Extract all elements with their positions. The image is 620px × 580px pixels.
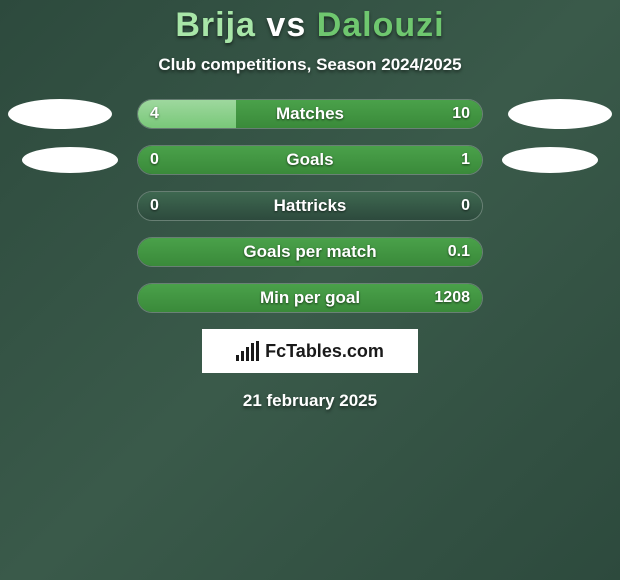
stat-bar-right-segment (138, 238, 482, 266)
logo-box: FcTables.com (202, 329, 418, 373)
team-badge-right (508, 99, 612, 129)
logo-bar-icon (236, 355, 239, 361)
subtitle: Club competitions, Season 2024/2025 (0, 55, 620, 75)
vs-text: vs (266, 6, 306, 44)
stat-row: Hattricks00 (0, 191, 620, 221)
comparison-title: Brija vs Dalouzi (0, 0, 620, 45)
stat-bar-right-segment (236, 100, 482, 128)
stat-bar: Goals per match0.1 (137, 237, 483, 267)
player1-name: Brija (175, 6, 256, 44)
stat-row: Min per goal1208 (0, 283, 620, 313)
stat-bar: Goals01 (137, 145, 483, 175)
logo-bars-icon (236, 341, 259, 361)
logo-text: FcTables.com (265, 341, 384, 362)
stat-row: Goals per match0.1 (0, 237, 620, 267)
date-text: 21 february 2025 (0, 391, 620, 411)
stat-bar: Min per goal1208 (137, 283, 483, 313)
stat-bar-left-segment (138, 100, 236, 128)
player2-name: Dalouzi (317, 6, 445, 44)
team-badge-right (502, 147, 598, 173)
stats-container: Matches410 Goals01 Hattricks00 Goals per ma… (0, 99, 620, 313)
logo-bar-icon (246, 347, 249, 361)
logo-bar-icon (241, 351, 244, 361)
stat-bar: Hattricks00 (137, 191, 483, 221)
stat-bar-right-segment (138, 284, 482, 312)
stat-bar-right-segment (138, 146, 482, 174)
stat-row: Goals01 (0, 145, 620, 175)
logo-bar-icon (251, 343, 254, 361)
logo-bar-icon (256, 341, 259, 361)
team-badge-left (22, 147, 118, 173)
stat-bar-right-segment (138, 192, 482, 220)
team-badge-left (8, 99, 112, 129)
stat-row: Matches410 (0, 99, 620, 129)
stat-bar: Matches410 (137, 99, 483, 129)
